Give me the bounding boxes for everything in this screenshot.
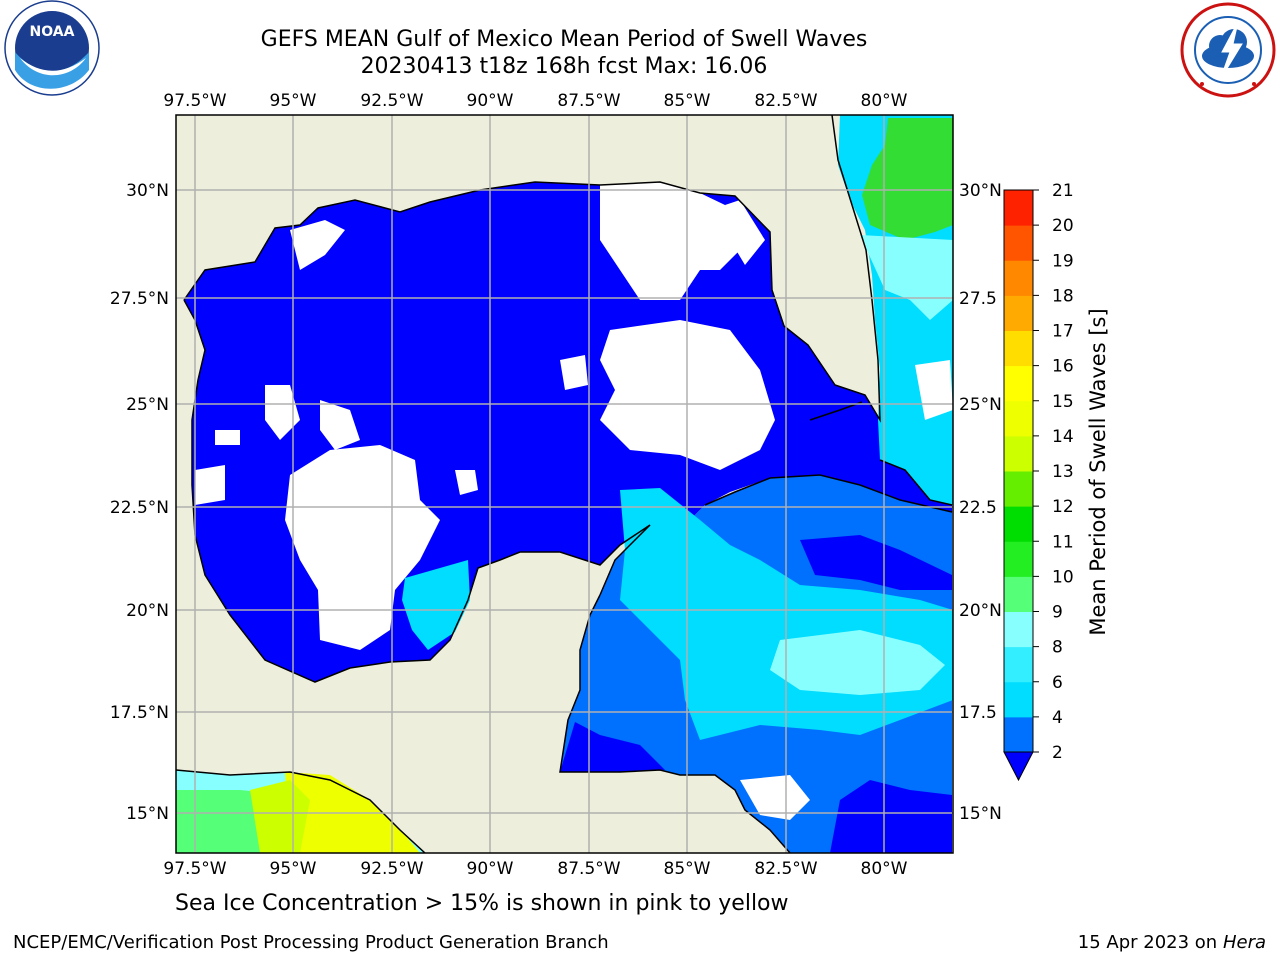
lat-label-left: 25°N xyxy=(126,395,169,415)
nws-logo xyxy=(1180,2,1276,98)
colorbar-ticks: 2 4 6 8 9 10 11 12 13 14 15 16 17 18 19 20 21 xyxy=(1033,181,1074,763)
lat-label-right: 30°N xyxy=(959,181,1002,201)
colorbar-tick-label: 15 xyxy=(1052,392,1074,412)
lat-label-right: 20°N xyxy=(959,601,1002,621)
caribbean-deep-2 xyxy=(560,722,665,772)
lon-label-top: 82.5°W xyxy=(754,91,817,111)
colorbar xyxy=(1003,189,1034,782)
colorbar-band xyxy=(1004,330,1033,367)
footer-host: Hera xyxy=(1222,932,1266,953)
lat-label-right: 15°N xyxy=(959,804,1002,824)
colorbar-tick-label: 20 xyxy=(1052,216,1074,236)
colorbar-band xyxy=(1004,541,1033,577)
lon-label-bottom: 90°W xyxy=(467,859,514,879)
colorbar-tick-label: 16 xyxy=(1052,357,1074,377)
lat-label-left: 15°N xyxy=(126,804,169,824)
map-frame xyxy=(175,114,954,854)
colorbar-band xyxy=(1004,365,1033,402)
svg-text:NOAA: NOAA xyxy=(30,24,75,40)
colorbar-tick-label: 8 xyxy=(1052,638,1063,658)
lat-label-left: 17.5°N xyxy=(110,703,169,723)
colorbar-band xyxy=(1004,295,1033,331)
colorbar-tick-label: 21 xyxy=(1052,181,1074,201)
colorbar-tick-label: 10 xyxy=(1052,567,1074,587)
caribbean-deep-1 xyxy=(800,535,952,590)
lon-label-top: 90°W xyxy=(467,91,514,111)
colorbar-tick-label: 19 xyxy=(1052,251,1074,271)
colorbar-tick-label: 11 xyxy=(1052,532,1074,552)
lat-label-right: 22.5 xyxy=(959,498,997,518)
colorbar-tick-label: 2 xyxy=(1052,743,1063,763)
colorbar-band xyxy=(1004,611,1033,648)
caribbean-light-1 xyxy=(770,630,945,695)
sea-ice-note: Sea Ice Concentration > 15% is shown in … xyxy=(175,891,789,916)
lat-label-right: 25°N xyxy=(959,395,1002,415)
gridlines xyxy=(176,115,953,853)
lon-label-top: 87.5°W xyxy=(557,91,620,111)
gulf-cyan-patch xyxy=(402,560,470,650)
colorbar-band xyxy=(1004,471,1033,507)
noaa-logo: NOAA xyxy=(4,0,100,96)
lon-label-top: 85°W xyxy=(664,91,711,111)
footer-credit: NCEP/EMC/Verification Post Processing Pr… xyxy=(13,932,609,953)
lat-label-right: 17.5 xyxy=(959,703,997,723)
lon-label-bottom: 97.5°W xyxy=(163,859,226,879)
colorbar-tick-label: 9 xyxy=(1052,603,1063,623)
lat-label-left: 22.5°N xyxy=(110,498,169,518)
footer-date: 15 Apr 2023 on Hera xyxy=(1078,932,1266,953)
colorbar-band xyxy=(1004,435,1033,472)
footer-date-text: 15 Apr 2023 on xyxy=(1077,932,1223,953)
pacific-lime xyxy=(250,780,310,853)
lon-label-bottom: 95°W xyxy=(270,859,317,879)
figure-subtitle: 20230413 t18z 168h fcst Max: 16.06 xyxy=(360,54,768,79)
lon-label-top: 80°W xyxy=(861,91,908,111)
colorbar-band xyxy=(1004,260,1033,296)
coastlines xyxy=(176,115,953,853)
colorbar-extend-under xyxy=(1003,751,1034,782)
colorbar-band xyxy=(1004,506,1033,542)
colorbar-tick-label: 4 xyxy=(1052,708,1063,728)
colorbar-band xyxy=(1004,681,1033,718)
lon-label-bottom: 92.5°W xyxy=(360,859,423,879)
lon-label-bottom: 82.5°W xyxy=(754,859,817,879)
colorbar-tick-label: 17 xyxy=(1052,322,1074,342)
colorbar-tick-label: 14 xyxy=(1052,427,1074,447)
lon-label-top: 92.5°W xyxy=(360,91,423,111)
colorbar-label: Mean Period of Swell Waves [s] xyxy=(1086,308,1110,635)
figure-title: GEFS MEAN Gulf of Mexico Mean Period of … xyxy=(260,27,868,52)
lat-label-right: 27.5 xyxy=(959,289,997,309)
lat-label-left: 30°N xyxy=(126,181,169,201)
lon-label-top: 97.5°W xyxy=(163,91,226,111)
map-field xyxy=(176,115,953,853)
lon-label-bottom: 87.5°W xyxy=(557,859,620,879)
colorbar-band xyxy=(1004,190,1033,226)
colorbar-tick-label: 12 xyxy=(1052,497,1074,517)
colorbar-band xyxy=(1004,225,1033,261)
caribbean-deep-3 xyxy=(830,780,952,853)
colorbar-band xyxy=(1004,576,1033,612)
colorbar-tick-label: 18 xyxy=(1052,286,1074,306)
colorbar-tick-label: 6 xyxy=(1052,673,1063,693)
colorbar-band xyxy=(1004,646,1033,683)
lon-label-top: 95°W xyxy=(270,91,317,111)
colorbar-band xyxy=(1004,400,1033,437)
lon-label-bottom: 85°W xyxy=(664,859,711,879)
colorbar-tick-label: 13 xyxy=(1052,462,1074,482)
lat-label-left: 20°N xyxy=(126,601,169,621)
colorbar-band xyxy=(1004,716,1033,753)
lat-label-left: 27.5°N xyxy=(110,289,169,309)
lon-label-bottom: 80°W xyxy=(861,859,908,879)
